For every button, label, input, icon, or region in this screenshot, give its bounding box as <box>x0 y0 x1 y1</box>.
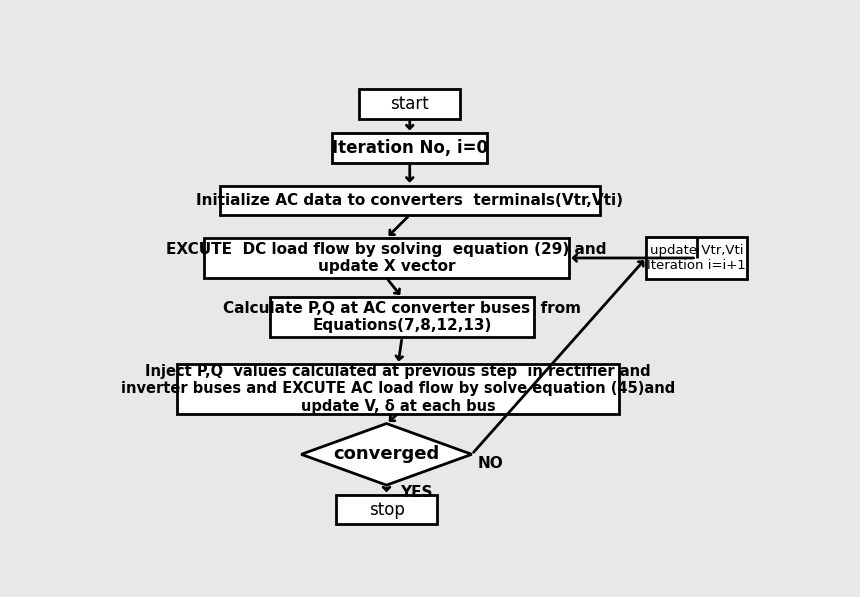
FancyBboxPatch shape <box>220 186 599 215</box>
Text: NO: NO <box>478 456 504 471</box>
FancyBboxPatch shape <box>332 133 488 162</box>
Text: EXCUTE  DC load flow by solving  equation (29) and
update X vector: EXCUTE DC load flow by solving equation … <box>166 242 607 274</box>
Polygon shape <box>301 423 472 485</box>
Text: stop: stop <box>369 501 404 519</box>
FancyBboxPatch shape <box>336 495 437 524</box>
Text: YES: YES <box>401 485 433 500</box>
FancyBboxPatch shape <box>177 364 619 414</box>
FancyBboxPatch shape <box>270 297 534 337</box>
FancyBboxPatch shape <box>359 90 460 119</box>
Text: start: start <box>390 95 429 113</box>
FancyBboxPatch shape <box>205 238 568 278</box>
FancyBboxPatch shape <box>646 237 746 279</box>
Text: Inject P,Q  values calculated at previous step  in rectifier and
inverter buses : Inject P,Q values calculated at previous… <box>121 364 675 414</box>
Text: Calculate P,Q at AC converter buses  from
Equations(7,8,12,13): Calculate P,Q at AC converter buses from… <box>223 301 581 334</box>
Text: Initialize AC data to converters  terminals(Vtr,Vti): Initialize AC data to converters termina… <box>196 193 624 208</box>
Text: update Vtr,Vti
Iteration i=i+1: update Vtr,Vti Iteration i=i+1 <box>647 244 746 272</box>
Text: Iteration No, i=0: Iteration No, i=0 <box>332 139 488 157</box>
Text: converged: converged <box>334 445 439 463</box>
